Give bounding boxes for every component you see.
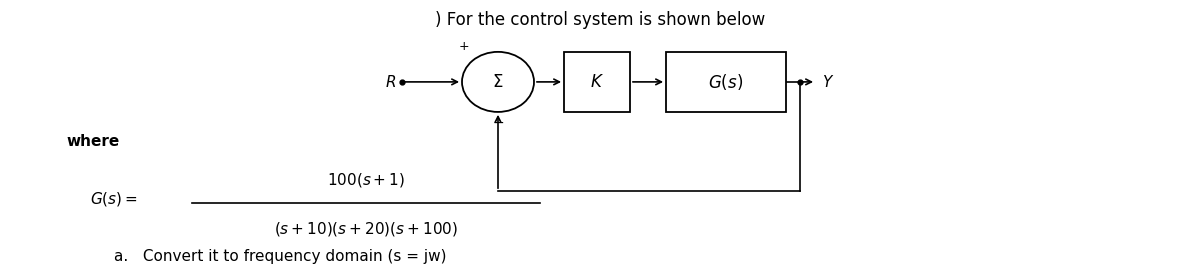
Text: $Y$: $Y$ — [822, 74, 834, 90]
Text: a.   Convert it to frequency domain (s = jw): a. Convert it to frequency domain (s = j… — [114, 249, 446, 264]
Text: $(s+10)(s+20)(s+100)$: $(s+10)(s+20)(s+100)$ — [274, 220, 458, 238]
Text: $K$: $K$ — [590, 73, 604, 91]
Bar — [564, 52, 630, 112]
Text: $100(s+1)$: $100(s+1)$ — [326, 171, 406, 189]
Text: where: where — [66, 135, 119, 149]
Text: +: + — [460, 40, 469, 53]
Text: $G(s) =$: $G(s) =$ — [90, 190, 138, 208]
Text: $G(s)$: $G(s)$ — [708, 72, 744, 92]
Text: ) For the control system is shown below: ) For the control system is shown below — [434, 11, 766, 29]
Text: $R$: $R$ — [385, 74, 396, 90]
Text: $\Sigma$: $\Sigma$ — [492, 73, 504, 91]
Bar — [666, 52, 786, 112]
Text: $-$: $-$ — [492, 115, 504, 129]
